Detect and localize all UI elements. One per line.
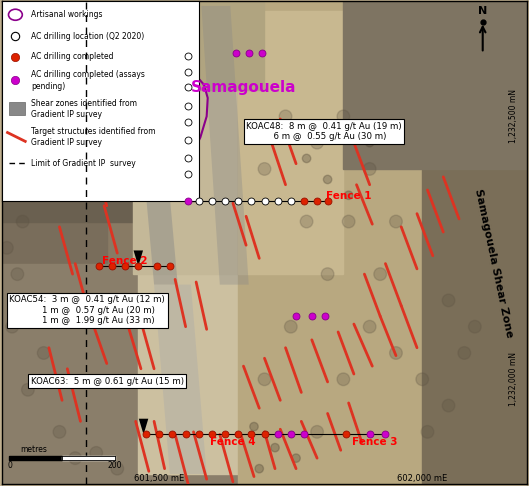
Circle shape <box>258 373 271 385</box>
Circle shape <box>311 426 323 438</box>
Circle shape <box>337 110 350 122</box>
Bar <box>343 0 527 169</box>
Circle shape <box>11 268 24 280</box>
Text: Fence 3: Fence 3 <box>352 437 398 448</box>
Circle shape <box>321 268 334 280</box>
Circle shape <box>442 294 455 307</box>
Bar <box>422 0 527 485</box>
Circle shape <box>311 137 323 149</box>
Polygon shape <box>154 285 207 474</box>
Circle shape <box>6 163 19 175</box>
Circle shape <box>1 242 13 254</box>
Bar <box>133 64 254 274</box>
Text: 200: 200 <box>107 461 122 470</box>
Circle shape <box>250 422 258 431</box>
Text: 0: 0 <box>7 461 12 470</box>
Circle shape <box>16 215 29 228</box>
Circle shape <box>458 347 471 359</box>
Circle shape <box>271 443 279 452</box>
Bar <box>62 456 115 460</box>
Bar <box>2 263 264 485</box>
Text: 1,232,000 mN: 1,232,000 mN <box>509 352 518 406</box>
Text: Samagouela: Samagouela <box>191 80 296 95</box>
Circle shape <box>344 191 353 199</box>
Circle shape <box>27 294 40 307</box>
Circle shape <box>53 426 66 438</box>
Text: 602,000 mE: 602,000 mE <box>397 474 448 483</box>
Text: 601,500 mE: 601,500 mE <box>134 474 185 483</box>
Circle shape <box>442 399 455 412</box>
Text: 1,232,500 mN: 1,232,500 mN <box>509 89 518 143</box>
Circle shape <box>416 373 428 385</box>
Circle shape <box>469 320 481 333</box>
Circle shape <box>303 154 311 163</box>
Circle shape <box>363 163 376 175</box>
Circle shape <box>285 320 297 333</box>
Bar <box>159 0 264 90</box>
Circle shape <box>342 215 355 228</box>
Circle shape <box>111 462 124 475</box>
Text: Fence 1: Fence 1 <box>326 191 371 201</box>
Circle shape <box>390 347 402 359</box>
Bar <box>2 0 107 485</box>
Polygon shape <box>139 419 148 434</box>
Text: Samagouela Shear Zone: Samagouela Shear Zone <box>472 188 514 339</box>
Text: metres: metres <box>20 445 47 454</box>
Circle shape <box>38 347 50 359</box>
Circle shape <box>390 215 402 228</box>
Circle shape <box>255 465 263 473</box>
Text: KOAC48:  8 m @  0.41 g/t Au (19 m)
          6 m @  0.55 g/t Au (30 m): KOAC48: 8 m @ 0.41 g/t Au (19 m) 6 m @ 0… <box>246 122 402 141</box>
Circle shape <box>6 320 19 333</box>
Polygon shape <box>134 250 143 266</box>
Text: Fence 4: Fence 4 <box>210 437 256 448</box>
Circle shape <box>22 383 34 396</box>
Circle shape <box>292 454 300 462</box>
Bar <box>2 0 202 485</box>
Circle shape <box>366 139 374 147</box>
Bar <box>238 11 343 274</box>
Circle shape <box>90 447 103 459</box>
Text: KOAC54:  3 m @  0.41 g/t Au (12 m)
            1 m @  0.57 g/t Au (20 m)
       : KOAC54: 3 m @ 0.41 g/t Au (12 m) 1 m @ 0… <box>10 295 165 325</box>
Polygon shape <box>202 6 249 285</box>
Circle shape <box>300 215 313 228</box>
Text: KOAC63:  5 m @ 0.61 g/t Au (15 m): KOAC63: 5 m @ 0.61 g/t Au (15 m) <box>31 377 184 386</box>
Bar <box>2 0 212 222</box>
Text: N: N <box>478 6 487 17</box>
Circle shape <box>69 452 81 465</box>
Circle shape <box>27 189 40 202</box>
Circle shape <box>374 268 387 280</box>
Polygon shape <box>131 22 178 285</box>
Circle shape <box>337 373 350 385</box>
Text: Fence 2: Fence 2 <box>103 256 148 266</box>
Circle shape <box>38 137 50 149</box>
Circle shape <box>258 163 271 175</box>
Circle shape <box>323 175 332 184</box>
Circle shape <box>421 426 434 438</box>
Circle shape <box>279 110 292 122</box>
Circle shape <box>363 320 376 333</box>
Bar <box>10 456 62 460</box>
Bar <box>138 11 243 474</box>
Bar <box>238 0 422 485</box>
